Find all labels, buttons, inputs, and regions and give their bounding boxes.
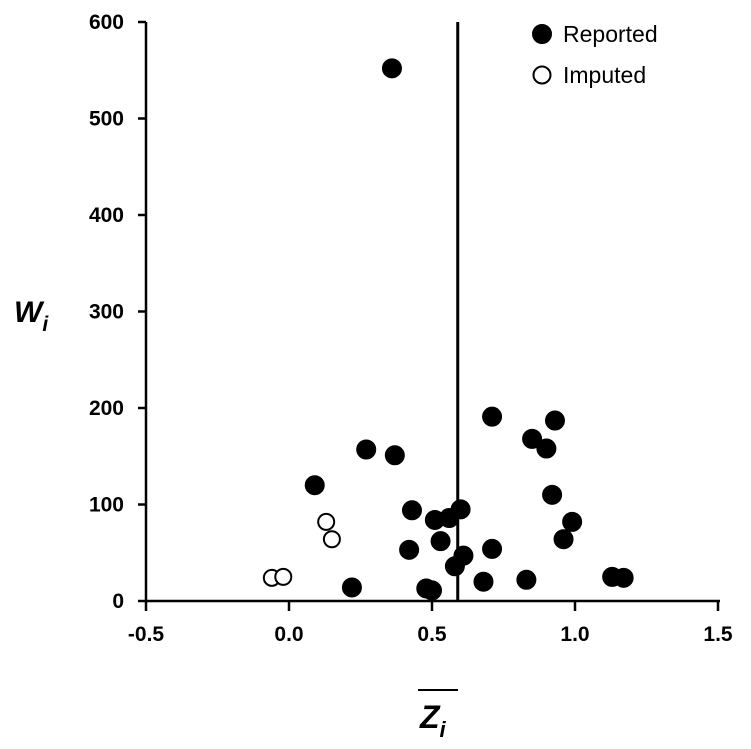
x-axis-title-main: Z bbox=[419, 699, 441, 735]
data-point-reported bbox=[381, 58, 402, 79]
data-point-reported bbox=[430, 531, 451, 552]
y-axis-title: Wi bbox=[14, 296, 49, 336]
y-tick-label: 200 bbox=[89, 397, 124, 420]
svg-text:Wi: Wi bbox=[14, 296, 49, 336]
y-axis-title-sub: i bbox=[42, 313, 49, 336]
data-point-reported bbox=[304, 475, 325, 496]
x-axis-title-sub: i bbox=[440, 717, 447, 742]
legend-marker-imputed bbox=[532, 65, 552, 85]
x-tick-label: 0.0 bbox=[274, 623, 303, 646]
data-point-reported bbox=[553, 529, 574, 550]
data-point-reported bbox=[384, 445, 405, 466]
y-tick-label: 100 bbox=[89, 494, 124, 517]
x-tick-label: 0.5 bbox=[417, 623, 447, 646]
y-axis-title-main: W bbox=[14, 296, 45, 329]
data-point-reported bbox=[401, 500, 422, 521]
data-point-reported bbox=[341, 577, 362, 598]
svg-text:Zi: Zi bbox=[419, 699, 447, 742]
data-point-reported bbox=[473, 571, 494, 592]
data-point-reported bbox=[422, 580, 442, 601]
data-point-reported bbox=[482, 406, 503, 427]
data-point-reported bbox=[613, 567, 634, 588]
y-ticks: 0 100 200 300 400 500 600 bbox=[89, 11, 146, 613]
data-point-reported bbox=[356, 439, 377, 460]
data-point-reported bbox=[542, 484, 563, 505]
legend-label-imputed: Imputed bbox=[563, 62, 646, 88]
data-point-reported bbox=[450, 499, 471, 520]
data-point-reported bbox=[522, 428, 543, 449]
legend-label-reported: Reported bbox=[563, 21, 658, 47]
data-point-reported bbox=[399, 539, 420, 560]
data-point-reported bbox=[444, 556, 465, 577]
data-point-reported bbox=[544, 410, 565, 431]
data-point-imputed bbox=[322, 530, 341, 549]
data-point-reported bbox=[516, 569, 537, 590]
legend: Reported Imputed bbox=[532, 21, 658, 88]
x-tick-label: 1.0 bbox=[560, 623, 589, 646]
y-tick-label: 400 bbox=[89, 204, 124, 227]
y-tick-label: 600 bbox=[89, 11, 124, 34]
x-tick-label: -0.5 bbox=[128, 623, 165, 646]
data-points bbox=[262, 58, 634, 601]
data-point-reported bbox=[482, 538, 503, 559]
y-tick-label: 500 bbox=[89, 108, 124, 131]
data-point-imputed bbox=[274, 567, 293, 586]
y-tick-label: 0 bbox=[112, 590, 124, 613]
x-tick-label: 1.5 bbox=[703, 623, 733, 646]
x-axis-title: Zi bbox=[418, 689, 458, 742]
data-point-reported bbox=[562, 511, 583, 532]
data-point-reported bbox=[536, 438, 557, 459]
x-ticks: -0.5 0.0 0.5 1.0 1.5 bbox=[128, 601, 733, 646]
data-point-imputed bbox=[317, 512, 336, 531]
legend-marker-reported bbox=[532, 24, 552, 44]
y-tick-label: 300 bbox=[89, 301, 124, 324]
